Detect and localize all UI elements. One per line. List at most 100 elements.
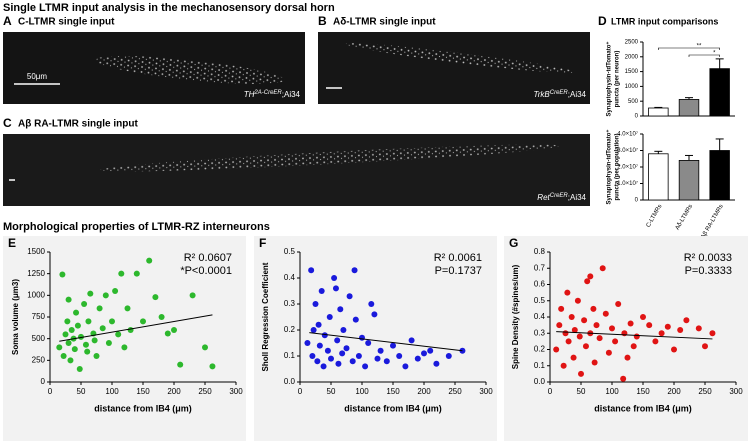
data-point — [152, 294, 159, 301]
x-tick-label: Aδ-LTMRs — [675, 204, 694, 231]
figure-title: Single LTMR input analysis in the mechan… — [3, 2, 335, 14]
data-point — [605, 349, 612, 356]
y-tick-label: 1250 — [27, 269, 45, 278]
data-point — [612, 338, 619, 345]
data-point — [564, 289, 571, 296]
data-point — [87, 290, 94, 297]
gene: TH — [244, 90, 255, 99]
x-axis-label: distance from IB4 (μm) — [94, 403, 192, 413]
data-point — [64, 318, 71, 325]
data-point — [331, 275, 338, 281]
x-axis-label: distance from IB4 (μm) — [344, 403, 442, 413]
stat-annotation: R² 0.0607 — [184, 252, 232, 264]
data-point — [140, 318, 146, 325]
data-point — [346, 293, 353, 300]
data-point — [121, 344, 128, 351]
data-point — [82, 341, 89, 348]
data-point — [62, 331, 69, 338]
x-tick-label: 50 — [77, 387, 86, 396]
x-tick-label: Aβ RA-LTMRs — [700, 204, 724, 240]
y-tick-label: 500 — [628, 99, 639, 105]
data-point — [558, 305, 565, 312]
data-point — [127, 327, 134, 333]
data-point — [99, 325, 106, 332]
x-tick-label: 50 — [577, 387, 586, 396]
stat-annotation: P=0.1737 — [435, 265, 482, 277]
data-point — [362, 363, 369, 370]
data-point — [615, 301, 622, 307]
data-point — [633, 333, 640, 340]
stat-annotation: R² 0.0061 — [434, 252, 482, 264]
data-point — [652, 338, 659, 345]
data-point — [177, 361, 184, 368]
data-point — [374, 355, 381, 362]
data-point — [337, 306, 344, 313]
y-axis-label: Synaptophysin-tdTomato⁺ — [606, 129, 613, 204]
data-point — [609, 325, 615, 332]
data-point — [624, 354, 631, 361]
data-point — [582, 343, 589, 350]
y-tick-label: 0.6 — [534, 280, 546, 289]
data-point — [568, 314, 575, 320]
data-point — [74, 322, 81, 329]
y-tick-label: 1500 — [27, 247, 45, 256]
data-point — [60, 353, 67, 359]
data-point — [587, 273, 594, 280]
stat-annotation: *P<0.0001 — [180, 265, 232, 277]
data-point — [321, 332, 328, 339]
data-point — [581, 317, 588, 324]
genotype: TrkBCreER;Ai34 — [533, 90, 586, 100]
data-point — [339, 350, 346, 357]
data-point — [318, 288, 325, 294]
data-point — [593, 322, 600, 329]
data-point — [627, 320, 634, 327]
data-point — [365, 340, 372, 346]
data-point — [576, 333, 583, 340]
genotype: TH2A-CreER;Ai34 — [244, 90, 301, 100]
x-tick-label: 100 — [105, 387, 119, 396]
y-tick-label: 0.8 — [534, 247, 546, 256]
data-point — [414, 355, 421, 362]
data-point — [81, 301, 88, 307]
panel-letter: C — [3, 116, 12, 130]
x-tick-label: 300 — [479, 387, 493, 396]
data-point — [326, 314, 333, 320]
data-point — [158, 314, 165, 320]
x-tick-label: 0 — [48, 387, 53, 396]
panel-title: Aδ-LTMR single input — [333, 17, 436, 28]
x-tick-label: 200 — [417, 387, 431, 396]
x-tick-label: 50 — [327, 387, 336, 396]
y-tick-label: 0.2 — [284, 325, 296, 334]
data-point — [565, 338, 572, 345]
panel-letter: A — [3, 14, 12, 28]
y-tick-label: 2.0×10⁷ — [617, 164, 638, 171]
data-point — [332, 285, 339, 292]
scale-label: 50μm — [27, 72, 48, 81]
data-point — [67, 357, 74, 364]
y-axis-label: Spine Density (#spines/um) — [511, 264, 520, 369]
y-axis-label: puncta (per neuron) — [615, 51, 621, 108]
y-tick-label: 1.0×10⁷ — [617, 180, 638, 187]
reporter: ;Ai34 — [568, 193, 587, 202]
data-point — [202, 344, 208, 351]
data-point — [664, 323, 671, 330]
panel-title: Aβ RA-LTMR single input — [18, 119, 138, 130]
data-point — [349, 358, 356, 365]
x-tick-label: 150 — [386, 387, 400, 396]
superscript: CreER — [550, 90, 569, 96]
data-point — [65, 340, 72, 346]
y-tick-label: 0.0 — [534, 377, 546, 386]
y-tick-label: 4.0×10⁷ — [617, 131, 638, 138]
data-point — [377, 347, 384, 354]
x-tick-label: 300 — [729, 387, 743, 396]
y-tick-label: 1500 — [625, 69, 639, 75]
y-tick-label: 1000 — [625, 84, 639, 90]
data-point — [599, 265, 606, 272]
data-point — [68, 327, 75, 333]
data-point — [85, 318, 92, 325]
superscript: CreER — [550, 193, 569, 199]
data-point — [320, 363, 327, 370]
x-tick-label: 250 — [448, 387, 462, 396]
y-tick-label: 500 — [32, 334, 46, 343]
regression-line — [309, 332, 463, 352]
